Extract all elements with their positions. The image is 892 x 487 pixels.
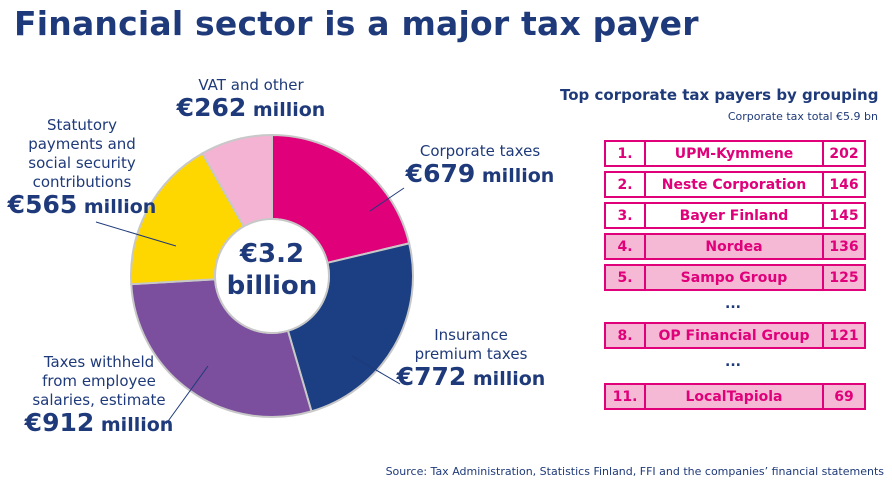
cell-rank: 8. — [606, 324, 646, 347]
center-amount: €3.2 — [239, 239, 305, 269]
table-row: 2. Neste Corporation 146 — [604, 171, 866, 198]
donut-center-label: €3.2 billion — [222, 238, 322, 302]
slice-label: VAT and other €262 million — [176, 76, 326, 123]
euro-sign: € — [396, 362, 415, 391]
source-note: Source: Tax Administration, Statistics F… — [385, 465, 884, 478]
slice-label-amount: €565 million — [2, 192, 162, 220]
slice-label-text: Taxes withheld — [43, 353, 155, 371]
slice-label-text: premium taxes — [414, 345, 528, 363]
slice-label-text: Insurance — [434, 326, 508, 344]
slice-label-amount: €912 million — [14, 410, 184, 438]
cell-rank: 4. — [606, 235, 646, 258]
table-title: Top corporate tax payers by grouping — [560, 86, 879, 104]
amount-value: 772 — [414, 362, 467, 391]
table-subtitle: Corporate tax total €5.9 bn — [727, 110, 878, 123]
euro-sign: € — [24, 408, 43, 437]
cell-name: LocalTapiola — [646, 385, 824, 408]
table-row: 5. Sampo Group 125 — [604, 264, 866, 291]
slice-label-text: contributions — [32, 173, 132, 191]
cell-val: 146 — [829, 176, 859, 193]
table-row: 1. UPM-Kymmene 202 — [604, 140, 866, 167]
slice-label: Statutory payments and social security cont… — [2, 116, 162, 220]
donut-hole — [214, 218, 330, 334]
cell-name: Nordea — [646, 235, 824, 258]
amount-unit: million — [466, 368, 546, 390]
leader-line — [165, 365, 209, 425]
cell-val: 125 — [829, 269, 859, 286]
amount-value: 679 — [423, 159, 476, 188]
slice-label-amount: €772 million — [396, 364, 546, 392]
slice-label-amount: €262 million — [176, 95, 326, 123]
amount-value: 565 — [25, 190, 78, 219]
euro-sign: € — [405, 159, 424, 188]
amount-unit: million — [94, 414, 174, 436]
amount-value: 262 — [194, 93, 247, 122]
cell-name: UPM-Kymmene — [646, 142, 824, 165]
cell-rank: 11. — [606, 385, 646, 408]
table-row: 11. LocalTapiola 69 — [604, 383, 866, 410]
slice-label: Taxes withheld from employee salaries, est… — [14, 353, 184, 438]
leader-line — [351, 355, 401, 385]
leader-line — [95, 221, 177, 247]
slice-label: Insurance premium taxes €772 million — [396, 326, 546, 392]
cell-name: Neste Corporation — [646, 173, 824, 196]
slice-label-text: from employee — [42, 372, 156, 390]
euro-sign: € — [7, 190, 26, 219]
slice-label-text: payments and — [28, 135, 136, 153]
cell-rank: 1. — [606, 142, 646, 165]
table-row: 8. OP Financial Group 121 — [604, 322, 866, 349]
slice-label-amount: €679 million — [400, 161, 560, 189]
amount-unit: million — [77, 196, 157, 218]
table-row: 3. Bayer Finland 145 — [604, 202, 866, 229]
slice-label-text: salaries, estimate — [32, 391, 166, 409]
table-ellipsis: ... — [725, 354, 741, 370]
slice-label-text: VAT and other — [198, 76, 304, 94]
cell-val: 136 — [829, 238, 859, 255]
cell-name: Bayer Finland — [646, 204, 824, 227]
euro-sign: € — [176, 93, 195, 122]
cell-name: OP Financial Group — [646, 324, 824, 347]
slice-label-text: Corporate taxes — [419, 142, 541, 160]
cell-rank: 3. — [606, 204, 646, 227]
cell-val: 69 — [834, 388, 854, 405]
leader-line — [369, 187, 405, 212]
amount-value: 912 — [42, 408, 95, 437]
slice-label-text: social security — [28, 154, 136, 172]
table-ellipsis: ... — [725, 296, 741, 312]
slice-label-text: Statutory — [46, 116, 118, 134]
slice-label: Corporate taxes €679 million — [400, 142, 560, 189]
page-title: Financial sector is a major tax payer — [14, 4, 699, 43]
amount-unit: million — [475, 165, 555, 187]
cell-name: Sampo Group — [646, 266, 824, 289]
cell-val: 121 — [829, 327, 859, 344]
amount-unit: million — [246, 99, 326, 121]
cell-val: 202 — [829, 145, 859, 162]
cell-rank: 5. — [606, 266, 646, 289]
table-row: 4. Nordea 136 — [604, 233, 866, 260]
center-unit: billion — [226, 271, 318, 301]
cell-rank: 2. — [606, 173, 646, 196]
cell-val: 145 — [829, 207, 859, 224]
